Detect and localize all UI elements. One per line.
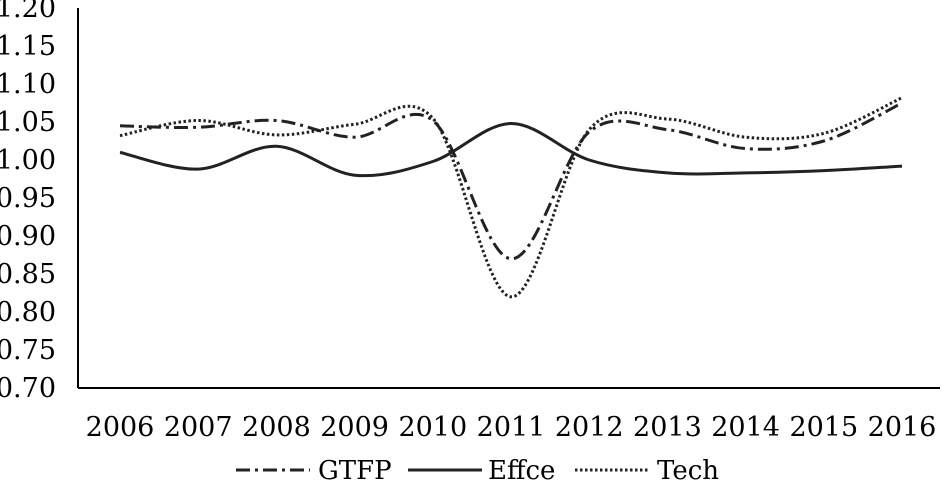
x-tick-label: 2014 bbox=[711, 412, 780, 443]
x-tick-label: 2008 bbox=[242, 412, 311, 443]
x-tick-labels: 2006 2007 2008 2009 2010 2011 2012 2013 2014 2015… bbox=[86, 412, 937, 443]
y-tick-label: 0.80 bbox=[0, 297, 56, 328]
y-tick-labels: 0.70 0.75 0.80 0.85 0.90 0.95 1.00 1.05 1.10 1.15… bbox=[0, 0, 56, 404]
x-tick-label: 2009 bbox=[320, 412, 389, 443]
series-line-gtfp bbox=[119, 101, 903, 261]
y-tick-label: 0.75 bbox=[0, 335, 56, 366]
y-tick-label: 1.00 bbox=[0, 145, 56, 176]
y-tick-label: 1.10 bbox=[0, 69, 56, 100]
x-tick-label: 2012 bbox=[555, 412, 624, 443]
y-tick-label: 0.90 bbox=[0, 221, 56, 252]
x-tick-label: 2011 bbox=[477, 412, 546, 443]
x-tick-label: 2010 bbox=[398, 412, 467, 443]
y-tick-label: 1.05 bbox=[0, 107, 56, 138]
x-tick-label: 2007 bbox=[164, 412, 233, 443]
y-tick-label: 0.85 bbox=[0, 259, 56, 290]
y-tick-label: 1.20 bbox=[0, 0, 56, 24]
y-tick-label: 1.15 bbox=[0, 31, 56, 62]
series-line-effce bbox=[119, 121, 903, 178]
legend-label-tech: Tech bbox=[657, 456, 719, 482]
x-tick-label: 2013 bbox=[633, 412, 702, 443]
y-tick-label: 0.70 bbox=[0, 373, 56, 404]
series-line-tech bbox=[119, 96, 903, 299]
x-tick-label: 2016 bbox=[868, 412, 937, 443]
series-lines bbox=[119, 96, 903, 299]
y-tick-label: 0.95 bbox=[0, 183, 56, 214]
x-tick-label: 2015 bbox=[789, 412, 858, 443]
legend-label-gtfp: GTFP bbox=[318, 456, 392, 482]
legend-label-effce: Effce bbox=[488, 456, 555, 482]
legend: GTFP Effce Tech bbox=[236, 456, 719, 482]
x-tick-label: 2006 bbox=[86, 412, 155, 443]
